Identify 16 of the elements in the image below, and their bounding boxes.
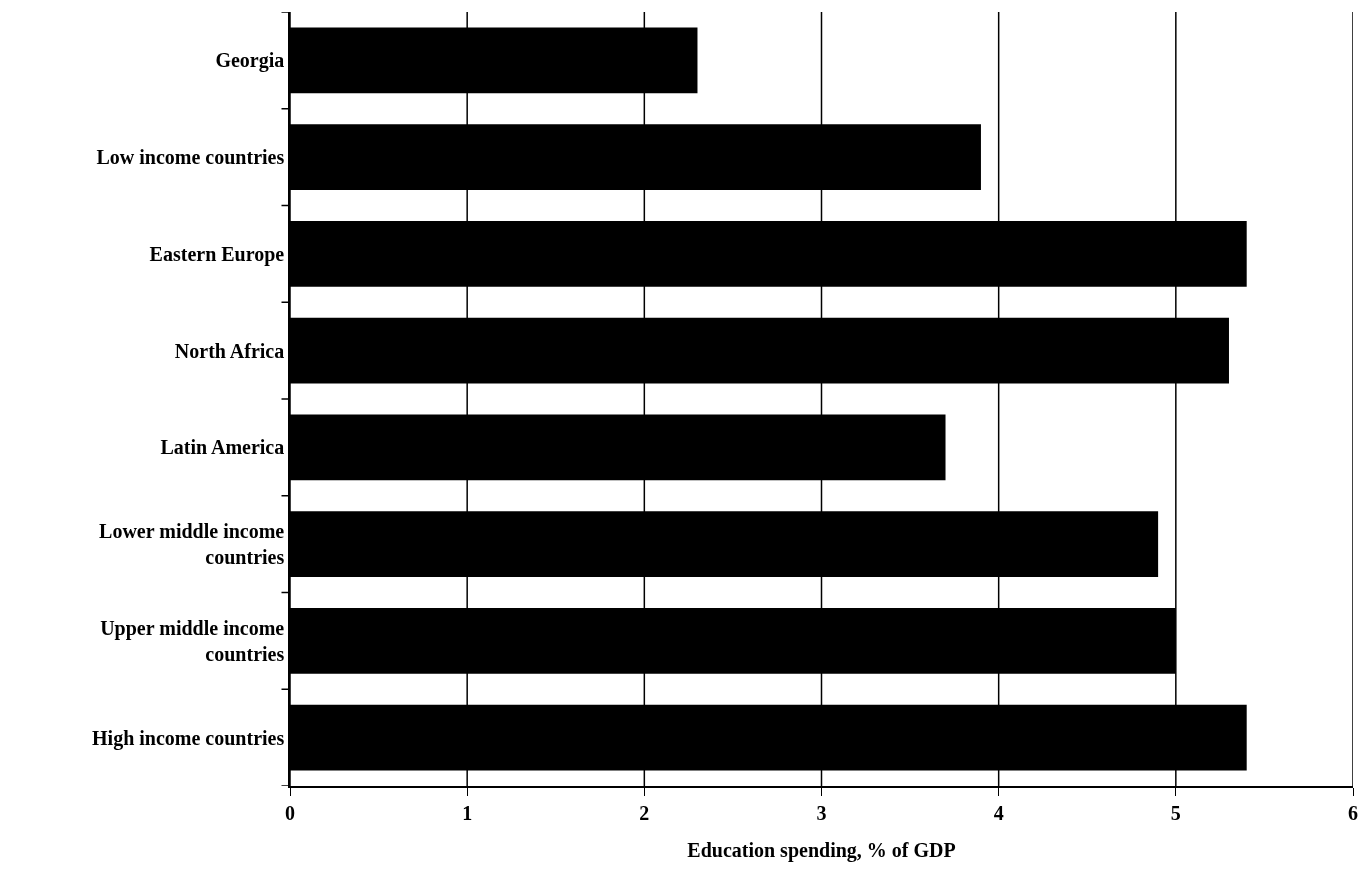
y-tick-label: Latin America <box>160 436 285 459</box>
y-tick-label: Upper middle income countries <box>100 616 285 665</box>
x-tick-label: 1 <box>462 801 473 824</box>
y-tick-label: Georgia <box>215 49 285 73</box>
y-tick-label: Eastern Europe <box>149 242 285 266</box>
x-tick-label: 4 <box>993 801 1004 824</box>
x-tick-label: 5 <box>1170 801 1181 824</box>
x-tick-label: 2 <box>639 801 650 824</box>
y-tick-label: High income countries <box>92 726 285 750</box>
x-axis-title: Education spending, % of GDP <box>687 838 956 862</box>
x-tick-label: 3 <box>816 801 827 824</box>
y-tick-label: Lower middle income countries <box>99 520 285 569</box>
y-tick-label: North Africa <box>174 339 285 362</box>
y-tick-label: Low income countries <box>96 146 285 169</box>
x-tick-label: 6 <box>1348 801 1358 824</box>
x-tick-label: 0 <box>285 801 295 824</box>
